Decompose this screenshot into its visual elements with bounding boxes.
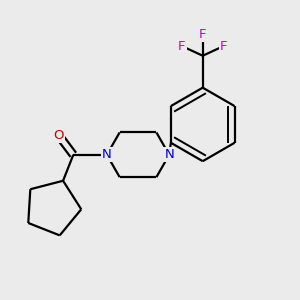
Text: F: F bbox=[220, 40, 227, 52]
Text: N: N bbox=[164, 148, 174, 161]
Text: F: F bbox=[178, 40, 186, 52]
Text: N: N bbox=[102, 148, 112, 161]
Text: O: O bbox=[54, 129, 64, 142]
Text: F: F bbox=[199, 28, 206, 41]
